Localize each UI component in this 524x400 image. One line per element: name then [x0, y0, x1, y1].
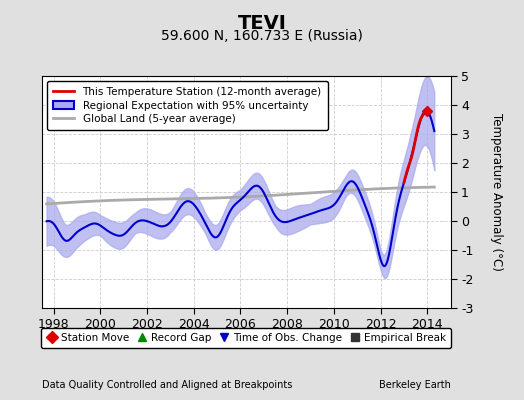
- Y-axis label: Temperature Anomaly (°C): Temperature Anomaly (°C): [490, 113, 503, 271]
- Text: 59.600 N, 160.733 E (Russia): 59.600 N, 160.733 E (Russia): [161, 29, 363, 43]
- Legend: Station Move, Record Gap, Time of Obs. Change, Empirical Break: Station Move, Record Gap, Time of Obs. C…: [41, 328, 452, 348]
- Text: TEVI: TEVI: [237, 14, 287, 33]
- Text: Data Quality Controlled and Aligned at Breakpoints: Data Quality Controlled and Aligned at B…: [42, 380, 292, 390]
- Legend: This Temperature Station (12-month average), Regional Expectation with 95% uncer: This Temperature Station (12-month avera…: [47, 81, 328, 130]
- Text: Berkeley Earth: Berkeley Earth: [379, 380, 451, 390]
